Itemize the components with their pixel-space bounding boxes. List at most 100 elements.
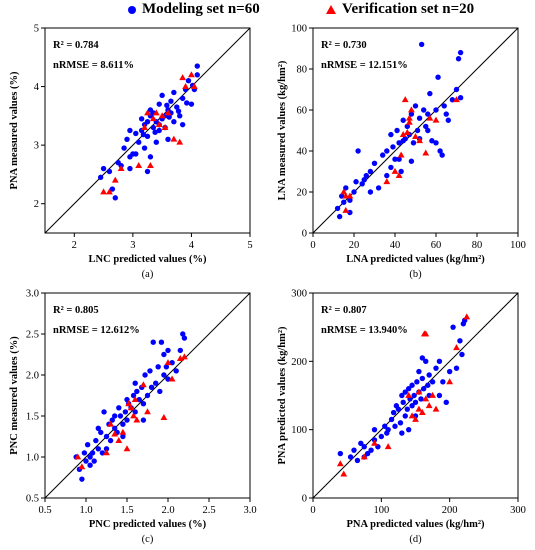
verification-point xyxy=(188,71,195,78)
verification-point xyxy=(401,96,409,103)
modeling-point xyxy=(84,442,91,448)
x-tick-label: 0 xyxy=(310,240,315,251)
modeling-point xyxy=(159,92,165,99)
modeling-point xyxy=(184,100,190,106)
x-axis-label: PNA predicted values (kg/hm²) xyxy=(347,519,486,530)
verification-point xyxy=(415,405,423,412)
y-tick-label: 60 xyxy=(297,106,308,117)
modeling-point xyxy=(409,403,415,409)
verification-point xyxy=(412,415,419,422)
y-axis-label: PNA predicted values (kg/hm²) xyxy=(277,326,288,465)
modeling-point xyxy=(336,213,343,220)
verification-point xyxy=(342,206,350,213)
verification-point xyxy=(422,330,430,337)
modeling-point xyxy=(378,433,385,440)
modeling-point xyxy=(390,144,396,150)
modeling-point xyxy=(144,168,151,175)
x-tick-label: 200 xyxy=(442,505,458,516)
modeling-point xyxy=(87,454,93,460)
y-tick-label: 5 xyxy=(34,24,39,35)
verification-point xyxy=(422,149,430,156)
y-axis-label: LNA measured values (kg/hm²) xyxy=(277,60,288,200)
modeling-point xyxy=(120,433,126,440)
modeling-point xyxy=(194,63,200,69)
verification-point xyxy=(405,114,413,121)
y-tick-label: 2.5 xyxy=(26,330,39,341)
modeling-point xyxy=(412,103,419,109)
y-tick-label: 40 xyxy=(297,147,308,158)
modeling-point xyxy=(363,172,369,179)
modeling-point xyxy=(353,179,359,185)
legend-verification-label: Verification set n=20 xyxy=(342,1,475,17)
modeling-point xyxy=(435,74,441,80)
modeling-point xyxy=(109,186,116,192)
modeling-point xyxy=(419,355,426,361)
modeling-point xyxy=(98,429,104,436)
modeling-point xyxy=(101,409,107,415)
modeling-point xyxy=(347,454,354,460)
modeling-point xyxy=(410,140,417,146)
modeling-point xyxy=(421,385,427,392)
verification-point xyxy=(340,470,348,477)
plot-frame xyxy=(44,27,251,234)
modeling-point xyxy=(400,138,406,144)
x-tick-label: 5 xyxy=(247,240,252,251)
modeling-point xyxy=(441,103,447,109)
modeling-point xyxy=(140,131,147,138)
verification-point xyxy=(395,172,403,178)
modeling-point xyxy=(400,117,406,123)
verification-point xyxy=(342,192,350,199)
modeling-point xyxy=(174,104,180,110)
plot-frame xyxy=(44,292,251,499)
modeling-point xyxy=(351,447,357,453)
modeling-point xyxy=(446,368,453,375)
verification-point xyxy=(391,167,399,174)
modeling-point xyxy=(147,107,154,113)
modeling-point xyxy=(412,399,419,406)
modeling-point xyxy=(185,78,192,84)
modeling-point xyxy=(355,148,361,154)
verification-point xyxy=(340,188,348,195)
chart-panel-a: 2 3 4 5 2 3 4 5 R² = 0.784 nRMSE = 8.611% LNC pred… xyxy=(9,24,253,281)
modeling-point xyxy=(418,41,425,48)
modeling-point xyxy=(124,417,130,423)
modeling-point xyxy=(402,413,408,419)
verification-point xyxy=(416,137,423,144)
modeling-point xyxy=(384,148,390,154)
verification-point xyxy=(78,463,86,470)
modeling-point xyxy=(132,380,138,386)
modeling-point xyxy=(112,425,118,431)
verification-point xyxy=(152,109,160,116)
verification-point xyxy=(425,402,433,409)
verification-point xyxy=(446,378,454,385)
x-tick-label: 300 xyxy=(510,505,526,516)
modeling-point xyxy=(416,368,422,375)
x-tick-label: 0 xyxy=(310,505,315,516)
modeling-point xyxy=(433,365,439,371)
modeling-point xyxy=(361,444,367,450)
modeling-point xyxy=(399,430,405,436)
modeling-point xyxy=(392,423,398,429)
modeling-point xyxy=(414,379,420,385)
verification-point xyxy=(123,445,131,452)
modeling-point xyxy=(429,379,436,385)
y-tick-label: 1.0 xyxy=(26,453,39,464)
modeling-point xyxy=(388,416,395,423)
modeling-point xyxy=(411,392,417,399)
verification-point xyxy=(405,391,413,398)
x-tick-label: 2.5 xyxy=(202,505,215,516)
modeling-point xyxy=(426,372,432,378)
modeling-point xyxy=(384,430,390,436)
modeling-point xyxy=(390,409,397,416)
modeling-point xyxy=(425,382,431,388)
modeling-point xyxy=(436,358,443,365)
verification-point xyxy=(399,131,407,137)
modeling-point xyxy=(163,364,170,370)
x-tick-label: 4 xyxy=(189,240,195,251)
verification-point xyxy=(170,135,178,142)
y-tick-label: 20 xyxy=(297,188,308,199)
chart-panel-d: 0 100 200 300 0 100 200 300 R² = 0.807 nRMSE = 13… xyxy=(277,289,526,546)
verification-point xyxy=(415,388,423,395)
modeling-point xyxy=(140,417,147,423)
modeling-point xyxy=(371,426,378,433)
